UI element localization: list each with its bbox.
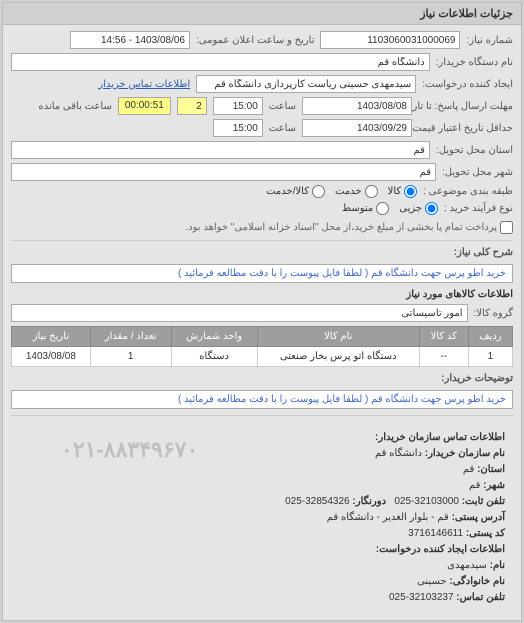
label-buyer-desc: توضیحات خریدار:	[441, 373, 513, 384]
input-counter-days[interactable]	[177, 97, 207, 115]
label-remaining: ساعت باقی مانده	[38, 101, 111, 112]
contact-phone: تلفن تماس: 32103237-025	[19, 590, 505, 606]
row-subject-type: طبقه بندی موضوعی : کالا خدمت کالا/خدمت	[11, 185, 513, 198]
label-province: استان محل تحویل:	[436, 145, 513, 156]
contact-postcode: کد پستی: 3716146611	[19, 526, 505, 542]
row-city: شهر محل تحویل:	[11, 163, 513, 181]
input-announce-date[interactable]	[70, 31, 190, 49]
radio-label-minor: جزیی	[399, 203, 422, 214]
td-idx: 1	[468, 347, 512, 367]
label-main-desc: شرح کلی نیاز:	[454, 247, 513, 258]
divider-1	[11, 240, 513, 241]
td-qty: 1	[90, 347, 171, 367]
radio-subject-both[interactable]: کالا/خدمت	[266, 185, 325, 198]
row-item-group: گروه کالا:	[11, 304, 513, 322]
table-header-row: ردیف کد کالا نام کالا واحد شمارش تعداد /…	[12, 327, 513, 347]
input-item-group[interactable]	[11, 304, 468, 322]
contact-first-name: نام: سیدمهدی	[19, 558, 505, 574]
panel-body: شماره نیاز: تاریخ و ساعت اعلان عمومی: نا…	[3, 25, 521, 620]
input-buyer-org[interactable]	[11, 53, 430, 71]
divider-2	[11, 415, 513, 416]
row-main-desc: شرح کلی نیاز: خرید اطو پرس جهت دانشگاه ق…	[11, 247, 513, 283]
label-hour-2: ساعت	[269, 123, 296, 134]
contact-last-name: نام خانوادگی: حسینی	[19, 574, 505, 590]
contact-buyer-org: نام سازمان خریدار: دانشگاه قم	[19, 446, 505, 462]
panel-header: جزئیات اطلاعات نیاز	[3, 3, 521, 25]
box-buyer-desc: خرید اطو پرس جهت دانشگاه قم ( لطفا فایل …	[11, 390, 513, 409]
row-number: شماره نیاز: تاریخ و ساعت اعلان عمومی:	[11, 31, 513, 49]
checkbox-treasury[interactable]: پرداخت تمام یا بخشی از مبلغ خرید،از محل …	[185, 221, 513, 234]
radio-input-khedmat[interactable]	[365, 185, 378, 198]
contact-postal: آدرس پستی: قم - بلوار الغدیر - دانشگاه ق…	[19, 510, 505, 526]
row-requester: ایجاد کننده درخواست: اطلاعات تماس خریدار	[11, 75, 513, 93]
counter-time: 00:00:51	[118, 97, 171, 115]
radio-input-minor[interactable]	[425, 202, 438, 215]
radio-label-khedmat: خدمت	[335, 186, 362, 197]
input-from-hour[interactable]	[213, 97, 263, 115]
items-table: ردیف کد کالا نام کالا واحد شمارش تعداد /…	[11, 326, 513, 367]
radio-group-subject: کالا خدمت کالا/خدمت	[266, 185, 417, 198]
radio-input-both[interactable]	[312, 185, 325, 198]
label-number: شماره نیاز:	[466, 35, 513, 46]
label-valid-to: حداقل تاریخ اعتبار قیمت: تا تاریخ:	[418, 123, 513, 134]
radio-input-medium[interactable]	[376, 202, 389, 215]
label-purchase-proc: نوع فرآیند خرید :	[444, 203, 513, 214]
input-from-date[interactable]	[302, 97, 412, 115]
note-treasury: پرداخت تمام یا بخشی از مبلغ خرید،از محل …	[185, 222, 497, 233]
th-unit: واحد شمارش	[171, 327, 257, 347]
radio-label-kala: کالا	[388, 186, 402, 197]
label-announce-date: تاریخ و ساعت اعلان عمومی:	[196, 35, 315, 46]
radio-purchase-medium[interactable]: متوسط	[342, 202, 389, 215]
radio-label-medium: متوسط	[342, 203, 373, 214]
input-requester[interactable]	[196, 75, 416, 93]
td-code: --	[419, 347, 468, 367]
label-requester: ایجاد کننده درخواست:	[422, 79, 513, 90]
td-date: 1403/08/08	[12, 347, 91, 367]
contact-title: اطلاعات تماس سازمان خریدار:	[19, 430, 505, 446]
label-subject-type: طبقه بندی موضوعی :	[423, 186, 513, 197]
row-buyer-desc: توضیحات خریدار: خرید اطو پرس جهت دانشگاه…	[11, 373, 513, 409]
label-valid-from: مهلت ارسال پاسخ: تا تاریخ:	[418, 101, 513, 112]
label-buyer-org: نام دستگاه خریدار:	[436, 57, 513, 68]
label-city: شهر محل تحویل:	[442, 167, 513, 178]
radio-purchase-minor[interactable]: جزیی	[399, 202, 438, 215]
input-to-date[interactable]	[302, 119, 412, 137]
details-panel: جزئیات اطلاعات نیاز شماره نیاز: تاریخ و …	[2, 2, 522, 621]
input-to-hour[interactable]	[213, 119, 263, 137]
input-city[interactable]	[11, 163, 436, 181]
th-code: کد کالا	[419, 327, 468, 347]
contact-province: استان: قم	[19, 462, 505, 478]
label-hour-1: ساعت	[269, 101, 296, 112]
radio-subject-kala[interactable]: کالا	[388, 185, 418, 198]
radio-subject-khedmat[interactable]: خدمت	[335, 185, 378, 198]
th-date: تاریخ نیاز	[12, 327, 91, 347]
input-number[interactable]	[320, 31, 460, 49]
label-item-group: گروه کالا:	[474, 308, 513, 319]
th-idx: ردیف	[468, 327, 512, 347]
req-contact-title: اطلاعات ایجاد کننده درخواست:	[19, 542, 505, 558]
link-contact-buyer[interactable]: اطلاعات تماس خریدار	[98, 79, 190, 90]
row-buyer-org: نام دستگاه خریدار:	[11, 53, 513, 71]
td-unit: دستگاه	[171, 347, 257, 367]
contact-landline: تلفن ثابت: 32103000-025 دورنگار: 3285432…	[19, 494, 505, 510]
input-province[interactable]	[11, 141, 430, 159]
table-row[interactable]: 1 -- دستگاه اتو پرس بخار صنعتی دستگاه 1 …	[12, 347, 513, 367]
radio-input-kala[interactable]	[404, 185, 417, 198]
row-valid-to: حداقل تاریخ اعتبار قیمت: تا تاریخ: ساعت	[11, 119, 513, 137]
section-items-title: اطلاعات کالاهای مورد نیاز	[11, 289, 513, 300]
box-main-desc: خرید اطو پرس جهت دانشگاه قم ( لطفا فایل …	[11, 264, 513, 283]
contact-block: ۰۲۱-۸۸۳۴۹۶۷۰ اطلاعات تماس سازمان خریدار:…	[11, 422, 513, 614]
td-name: دستگاه اتو پرس بخار صنعتی	[257, 347, 419, 367]
row-valid-from: مهلت ارسال پاسخ: تا تاریخ: ساعت 00:00:51…	[11, 97, 513, 115]
checkbox-input-treasury[interactable]	[500, 221, 513, 234]
th-name: نام کالا	[257, 327, 419, 347]
radio-group-purchase: جزیی متوسط	[342, 202, 438, 215]
row-province: استان محل تحویل:	[11, 141, 513, 159]
row-purchase-proc: نوع فرآیند خرید : جزیی متوسط پرداخت تمام…	[11, 202, 513, 234]
radio-label-both: کالا/خدمت	[266, 186, 309, 197]
th-qty: تعداد / مقدار	[90, 327, 171, 347]
contact-city: شهر: قم	[19, 478, 505, 494]
